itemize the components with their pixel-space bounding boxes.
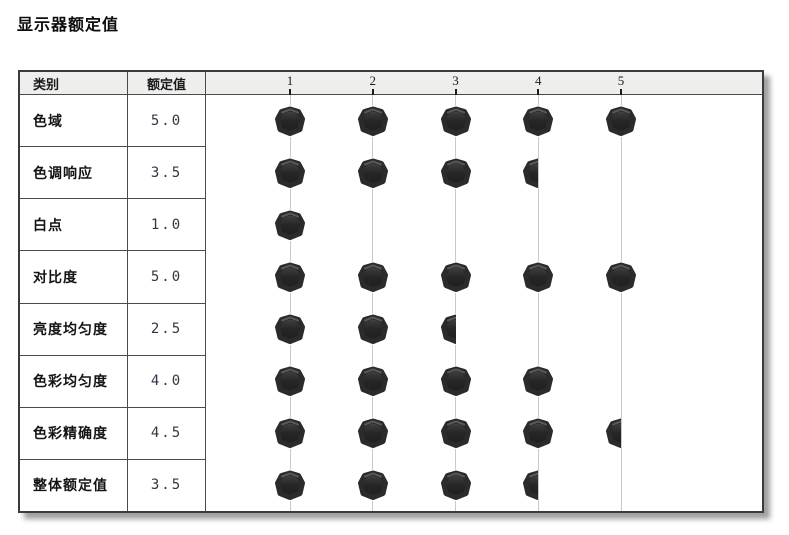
rating-marker	[521, 365, 555, 397]
header-rating-value: 额定值	[128, 72, 206, 94]
axis-tick-mark	[371, 89, 374, 95]
rating-half-marker	[521, 157, 555, 189]
rating-marker	[356, 313, 390, 345]
rating-marker	[521, 417, 555, 449]
chart-gridline	[289, 95, 291, 511]
chart-row	[206, 147, 762, 199]
category-cell: 色彩精确度	[20, 408, 127, 460]
chart-row	[206, 407, 762, 459]
rating-marker	[356, 261, 390, 293]
rating-marker	[273, 209, 307, 241]
rating-value-cell: 1.0	[128, 199, 205, 252]
chart-gridline	[537, 95, 539, 511]
rating-value-cell: 5.0	[128, 251, 205, 304]
rating-marker	[439, 365, 473, 397]
chart-gridline	[620, 95, 622, 511]
rating-value-cell: 4.0	[128, 356, 205, 408]
category-cell: 色调响应	[20, 147, 127, 200]
rating-marker	[273, 469, 307, 501]
chart-row	[206, 95, 762, 147]
rating-marker	[273, 365, 307, 397]
category-cell: 色彩均匀度	[20, 356, 127, 408]
category-cell: 白点	[20, 199, 127, 252]
rating-value-cell: 3.5	[150, 477, 183, 494]
axis-tick-label: 5	[617, 73, 625, 88]
rating-value-cell: 3.5	[128, 147, 205, 200]
axis-tick-mark	[454, 89, 457, 95]
rating-marker	[439, 157, 473, 189]
page-title: 显示器额定值	[17, 15, 120, 34]
category-cell: 色域	[20, 95, 127, 148]
axis-tick-mark	[289, 89, 291, 95]
rating-marker	[604, 261, 638, 293]
category-cell: 亮度均匀度	[20, 304, 127, 356]
rating-marker	[273, 417, 307, 449]
category-column: 色域 色调响应 白点 对比度 亮度均匀度 色彩均匀度 色彩精确度整体额定值	[20, 95, 128, 511]
rating-value-cell: 4.5	[128, 408, 205, 460]
rating-marker	[604, 105, 638, 137]
rating-marker	[439, 469, 473, 501]
rating-marker	[273, 261, 307, 293]
rating-marker	[439, 105, 473, 137]
rating-marker	[356, 365, 390, 397]
table-header-row: 类别 额定值 1 2 3 4 5	[20, 72, 762, 95]
chart-gridline	[455, 95, 456, 511]
chart-row	[206, 199, 762, 251]
table-body: 色域 色调响应 白点 对比度 亮度均匀度 色彩均匀度 色彩精确度 整体额定值 5.0 3.5 1.…	[20, 95, 762, 511]
rating-half-marker	[439, 313, 473, 345]
chart-body	[206, 95, 762, 511]
ratings-table: 类别 额定值 1 2 3 4 5 色域 色调响应 白点 对比度 亮度均匀度 色彩均匀度 色彩精确度整…	[18, 70, 764, 513]
rating-marker	[439, 417, 473, 449]
rating-marker	[356, 469, 390, 501]
rating-value-cell: 5.0	[128, 95, 205, 148]
rating-marker	[273, 157, 307, 189]
chart-row	[206, 303, 762, 355]
category-cell: 整体额定值	[33, 478, 108, 495]
rating-marker	[273, 105, 307, 137]
chart-row	[206, 251, 762, 303]
rating-marker	[273, 313, 307, 345]
chart-row	[206, 459, 762, 511]
chart-axis-header: 1 2 3 4 5	[206, 72, 762, 95]
axis-tick-label: 2	[369, 73, 377, 88]
rating-marker	[356, 157, 390, 189]
rating-marker	[439, 261, 473, 293]
axis-tick-label: 1	[286, 73, 294, 88]
rating-marker	[356, 417, 390, 449]
rating-marker	[356, 105, 390, 137]
axis-tick-mark	[620, 89, 622, 95]
axis-tick-mark	[537, 89, 540, 95]
chart-row	[206, 355, 762, 407]
rating-value-column: 5.0 3.5 1.0 5.0 2.5 4.0 4.5 3.5	[128, 95, 206, 511]
header-category: 类别	[20, 72, 128, 94]
rating-value-cell: 2.5	[128, 304, 205, 356]
category-cell: 对比度	[20, 251, 127, 304]
rating-half-marker	[521, 469, 555, 501]
axis-tick-label: 4	[535, 73, 542, 88]
rating-marker	[521, 105, 555, 137]
rating-half-marker	[604, 417, 638, 449]
rating-marker	[521, 261, 555, 293]
chart-gridline	[372, 95, 374, 511]
axis-tick-label: 3	[452, 73, 459, 88]
